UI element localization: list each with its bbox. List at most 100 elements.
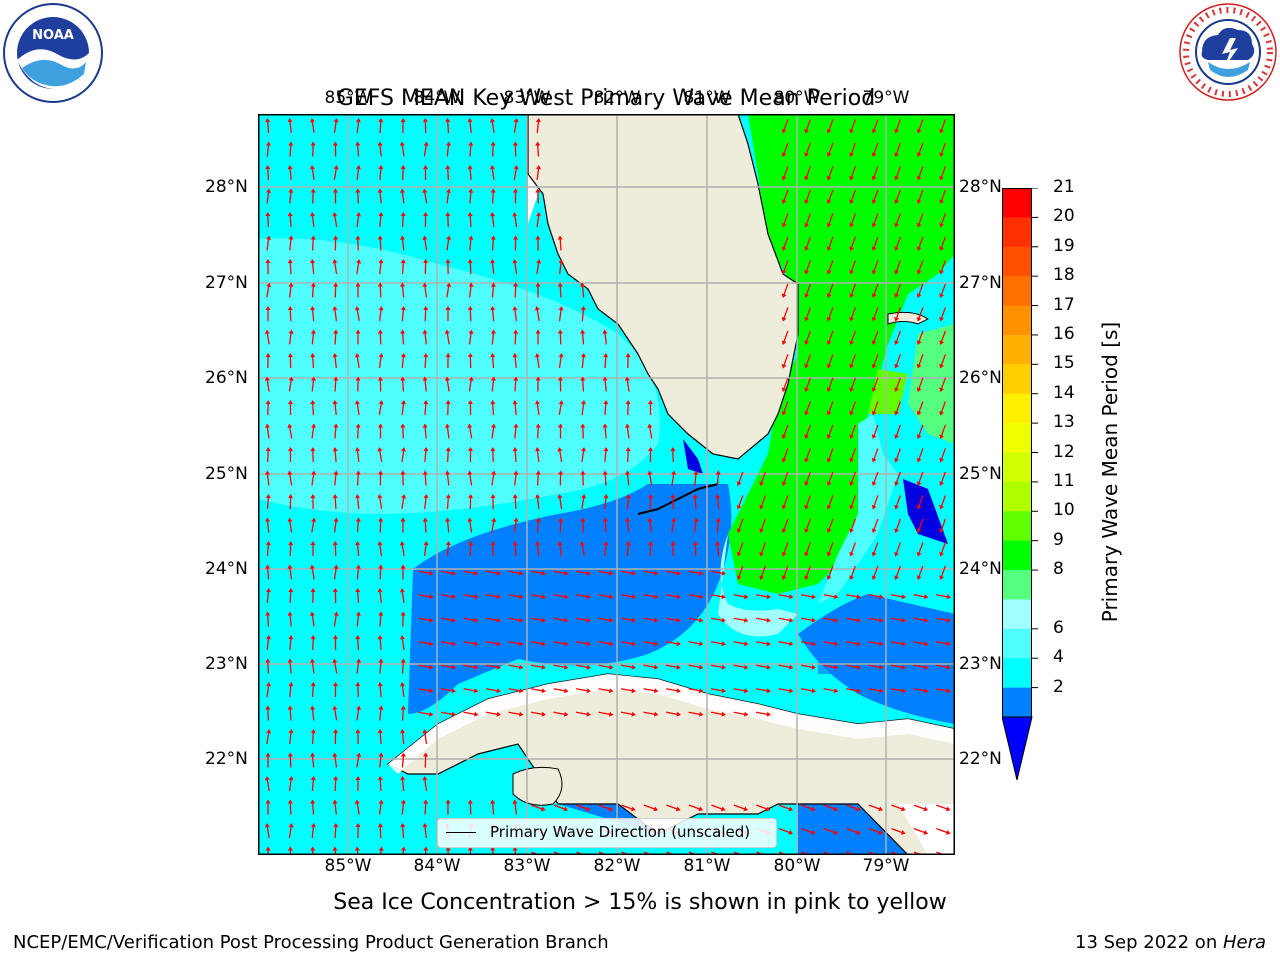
wave-arrow	[800, 641, 816, 647]
wave-arrow	[826, 542, 834, 557]
wave-arrow	[804, 401, 812, 416]
wave-arrow	[602, 376, 608, 392]
wave-arrow	[894, 142, 902, 158]
wave-arrow	[512, 212, 518, 228]
wave-arrow	[512, 353, 518, 369]
wave-arrow	[355, 635, 361, 651]
wave-arrow	[580, 329, 586, 345]
wave-arrow	[490, 235, 496, 251]
wave-arrow	[916, 565, 924, 581]
wave-arrow	[603, 494, 609, 510]
wave-arrow	[400, 799, 406, 815]
wave-arrow	[355, 282, 361, 298]
wave-arrow	[688, 804, 704, 812]
colorbar-tick-label: 9	[1053, 529, 1064, 550]
wave-arrow	[643, 688, 659, 694]
wave-arrow	[265, 353, 271, 369]
wave-arrow	[894, 424, 902, 440]
noaa-logo: NOAA	[2, 2, 104, 108]
wave-arrow	[598, 711, 614, 717]
wave-arrow	[512, 799, 518, 815]
wave-arrow	[400, 752, 406, 768]
colorbar-tick-label: 2	[1053, 676, 1064, 697]
wave-arrow	[804, 307, 812, 322]
wave-arrow	[445, 141, 451, 157]
colorbar	[1001, 187, 1048, 786]
footer-credit: NCEP/EMC/Verification Post Processing Pr…	[13, 932, 609, 953]
wave-arrow	[535, 494, 541, 510]
colorbar-tick-label: 17	[1053, 294, 1075, 315]
wave-arrow	[733, 594, 749, 600]
wave-arrow	[710, 664, 726, 670]
colorbar-tick-label: 15	[1053, 353, 1075, 374]
wave-arrow	[580, 376, 586, 392]
wave-arrow	[266, 235, 272, 251]
wave-arrow	[332, 494, 338, 510]
wave-arrow	[400, 282, 406, 298]
wave-arrow	[535, 447, 540, 463]
wave-arrow	[916, 542, 924, 557]
wave-arrow	[354, 400, 360, 416]
wave-arrow	[463, 664, 479, 670]
wave-arrow	[530, 688, 546, 694]
wave-arrow	[333, 282, 339, 298]
title-line-1: GEFS MEAN Key West Primary Wave Mean Per…	[336, 86, 876, 111]
wave-arrow	[418, 688, 434, 694]
wave-arrow	[423, 799, 429, 815]
isla-juventud	[512, 766, 563, 806]
wave-arrow	[580, 470, 586, 486]
wave-arrow	[670, 447, 676, 463]
wave-arrow	[845, 641, 861, 647]
wave-arrow	[530, 711, 546, 717]
wave-arrow	[378, 400, 384, 416]
wave-arrow	[603, 353, 609, 369]
wave-arrow	[647, 470, 653, 486]
wave-arrow	[711, 804, 726, 812]
wave-arrow	[333, 470, 339, 486]
wave-arrow	[355, 423, 361, 439]
wave-arrow	[778, 804, 794, 812]
wave-arrow	[288, 235, 294, 251]
colorbar-swatch	[1002, 364, 1032, 395]
wave-arrow	[423, 541, 429, 557]
wave-arrow	[512, 141, 518, 157]
wave-arrow	[871, 330, 879, 346]
wave-arrow	[288, 682, 294, 698]
colorbar-extend-under	[1001, 716, 1033, 781]
wave-arrow	[826, 260, 834, 275]
wave-arrow	[485, 711, 501, 717]
wave-arrow	[826, 330, 834, 346]
wave-arrow	[535, 141, 541, 157]
wave-arrow	[849, 448, 857, 463]
wave-arrow	[355, 447, 360, 463]
wave-arrow	[871, 565, 879, 581]
wave-arrow	[400, 259, 406, 275]
wave-arrow	[826, 119, 834, 134]
wave-arrow	[849, 354, 857, 369]
wave-arrow	[446, 188, 452, 204]
field-under-2a	[683, 439, 703, 474]
wave-arrow	[355, 494, 361, 510]
wave-arrow	[846, 827, 861, 835]
wave-arrow	[625, 400, 631, 416]
wave-arrow	[468, 447, 474, 463]
wave-arrow	[333, 329, 339, 345]
wave-arrow	[579, 541, 585, 557]
wave-arrow	[534, 353, 540, 369]
wave-arrow	[558, 423, 563, 439]
wave-arrow	[377, 729, 383, 745]
wave-arrow	[939, 448, 947, 463]
wave-arrow	[512, 494, 518, 510]
wave-arrow	[939, 495, 947, 510]
wave-arrow	[400, 776, 406, 792]
wave-arrow	[553, 688, 569, 694]
wave-arrow	[781, 377, 789, 393]
wave-arrow	[665, 688, 681, 694]
wave-arrow	[490, 188, 496, 204]
wave-arrow	[423, 212, 429, 228]
wave-arrow	[423, 259, 429, 275]
wave-arrow	[288, 188, 294, 204]
wave-arrow	[422, 235, 428, 251]
wave-arrow	[399, 541, 405, 557]
wave-arrow	[643, 664, 659, 670]
